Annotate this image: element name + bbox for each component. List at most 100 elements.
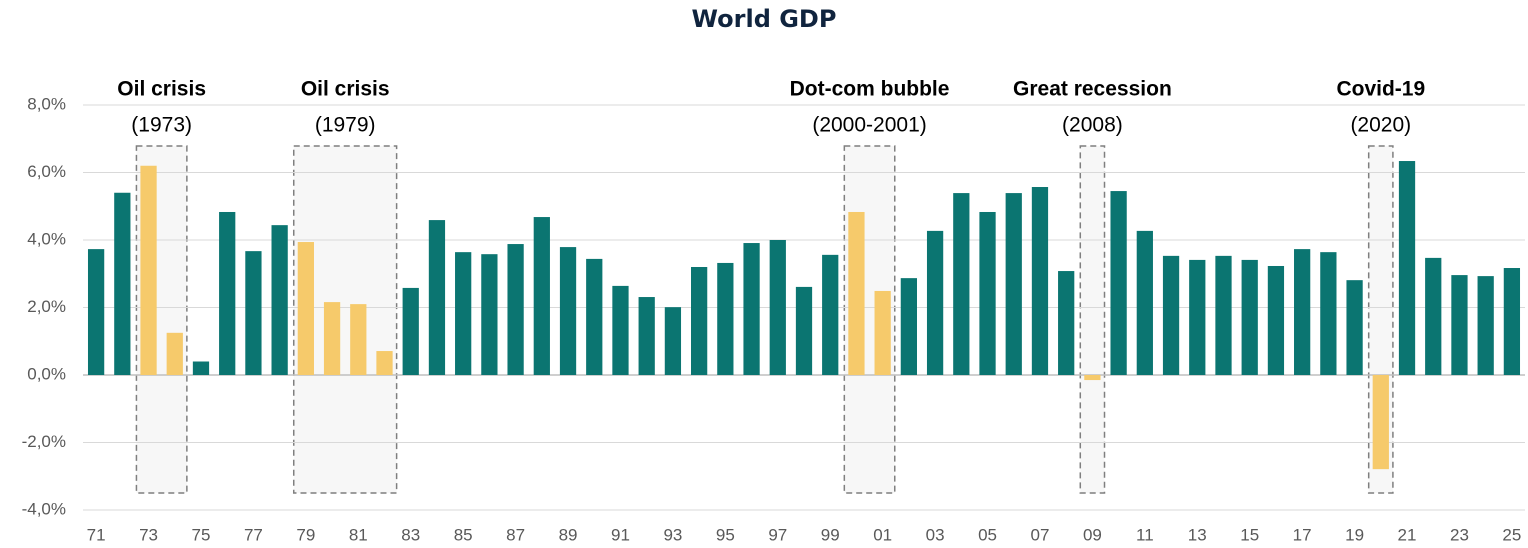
bar xyxy=(87,249,105,375)
x-tick-label: 99 xyxy=(821,525,840,544)
x-tick-label: 91 xyxy=(611,525,630,544)
bar xyxy=(1372,375,1389,470)
bar xyxy=(769,240,786,375)
x-tick-label: 83 xyxy=(401,525,420,544)
x-tick-label: 03 xyxy=(926,525,945,544)
bar xyxy=(926,230,944,375)
x-tick-label: 77 xyxy=(244,525,263,544)
bar xyxy=(455,252,472,375)
x-tick-label: 11 xyxy=(1136,525,1154,544)
bar xyxy=(533,217,550,375)
chart-title: World GDP xyxy=(692,5,837,33)
bar xyxy=(900,278,918,375)
bar xyxy=(979,211,996,375)
bar xyxy=(1084,375,1101,381)
x-tick-label: 97 xyxy=(768,525,787,544)
bar xyxy=(1267,265,1285,375)
bar xyxy=(245,251,262,375)
x-tick-label: 19 xyxy=(1345,525,1364,544)
x-tick-label: 85 xyxy=(454,525,473,544)
x-tick-label: 75 xyxy=(192,525,211,544)
bar xyxy=(297,242,314,375)
bar xyxy=(1189,259,1206,375)
bar xyxy=(1320,252,1337,375)
bar xyxy=(1215,255,1232,375)
x-tick-label: 17 xyxy=(1293,525,1312,544)
x-tick-label: 21 xyxy=(1398,525,1417,544)
bar xyxy=(1136,230,1153,375)
bar xyxy=(1294,249,1311,375)
annotation-subtitle: (2000-2001) xyxy=(812,114,926,137)
bar xyxy=(953,193,970,375)
x-tick-label: 87 xyxy=(506,525,525,544)
annotation-title: Covid-19 xyxy=(1336,78,1425,101)
y-tick-label: 0,0% xyxy=(27,364,66,383)
bar xyxy=(481,254,498,375)
x-tick-label: 09 xyxy=(1083,525,1102,544)
y-tick-label: 2,0% xyxy=(27,297,66,316)
bar xyxy=(1241,259,1258,375)
bar xyxy=(376,351,393,375)
bar xyxy=(874,290,891,375)
bar xyxy=(271,225,288,375)
y-tick-label: -4,0% xyxy=(22,499,66,518)
bar xyxy=(323,302,341,375)
annotation-subtitle: (2008) xyxy=(1062,114,1123,137)
x-tick-label: 89 xyxy=(559,525,578,544)
bar xyxy=(638,297,655,375)
annotation-title: Oil crisis xyxy=(117,78,206,101)
bar xyxy=(1451,275,1468,375)
bar xyxy=(717,262,734,375)
bar xyxy=(166,332,183,375)
bar xyxy=(690,267,708,375)
x-tick-label: 15 xyxy=(1240,525,1259,544)
y-tick-label: 4,0% xyxy=(27,229,66,248)
annotation-title: Great recession xyxy=(1013,78,1172,101)
x-tick-label: 73 xyxy=(139,525,158,544)
highlight-box xyxy=(1079,145,1106,494)
bar xyxy=(192,361,210,375)
x-tick-label: 25 xyxy=(1502,525,1521,544)
bar xyxy=(1162,255,1180,375)
y-tick-label: -2,0% xyxy=(22,432,66,451)
y-tick-label: 8,0% xyxy=(27,94,66,113)
bar xyxy=(507,244,524,375)
x-tick-label: 95 xyxy=(716,525,735,544)
bar xyxy=(1031,187,1049,375)
bar xyxy=(664,307,682,375)
bar xyxy=(114,192,131,375)
bar xyxy=(1005,193,1022,375)
x-tick-label: 93 xyxy=(663,525,682,544)
annotation-subtitle: (1979) xyxy=(315,114,376,137)
bar xyxy=(428,220,446,375)
bar xyxy=(1346,280,1363,375)
x-tick-label: 71 xyxy=(87,525,106,544)
annotation-subtitle: (2020) xyxy=(1350,114,1411,137)
bar xyxy=(402,287,419,375)
bar xyxy=(848,211,865,375)
bar xyxy=(1425,257,1442,375)
x-tick-label: 07 xyxy=(1031,525,1050,544)
bar xyxy=(612,285,629,375)
x-tick-label: 79 xyxy=(296,525,315,544)
bar xyxy=(1058,271,1075,375)
bar xyxy=(1110,191,1127,375)
annotation-title: Oil crisis xyxy=(301,78,390,101)
y-tick-label: 6,0% xyxy=(27,162,66,181)
bar xyxy=(140,165,157,375)
bar xyxy=(559,247,577,375)
bar xyxy=(795,286,813,375)
x-tick-label: 01 xyxy=(873,525,892,544)
bar xyxy=(1477,276,1494,375)
x-tick-label: 23 xyxy=(1450,525,1469,544)
bar xyxy=(586,258,603,375)
bar xyxy=(743,243,760,375)
annotation-title: Dot-com bubble xyxy=(790,78,950,101)
x-tick-label: 13 xyxy=(1188,525,1207,544)
bar xyxy=(350,304,367,375)
bar xyxy=(1398,161,1416,375)
x-tick-label: 05 xyxy=(978,525,997,544)
bar xyxy=(219,211,236,375)
bar xyxy=(822,254,839,375)
